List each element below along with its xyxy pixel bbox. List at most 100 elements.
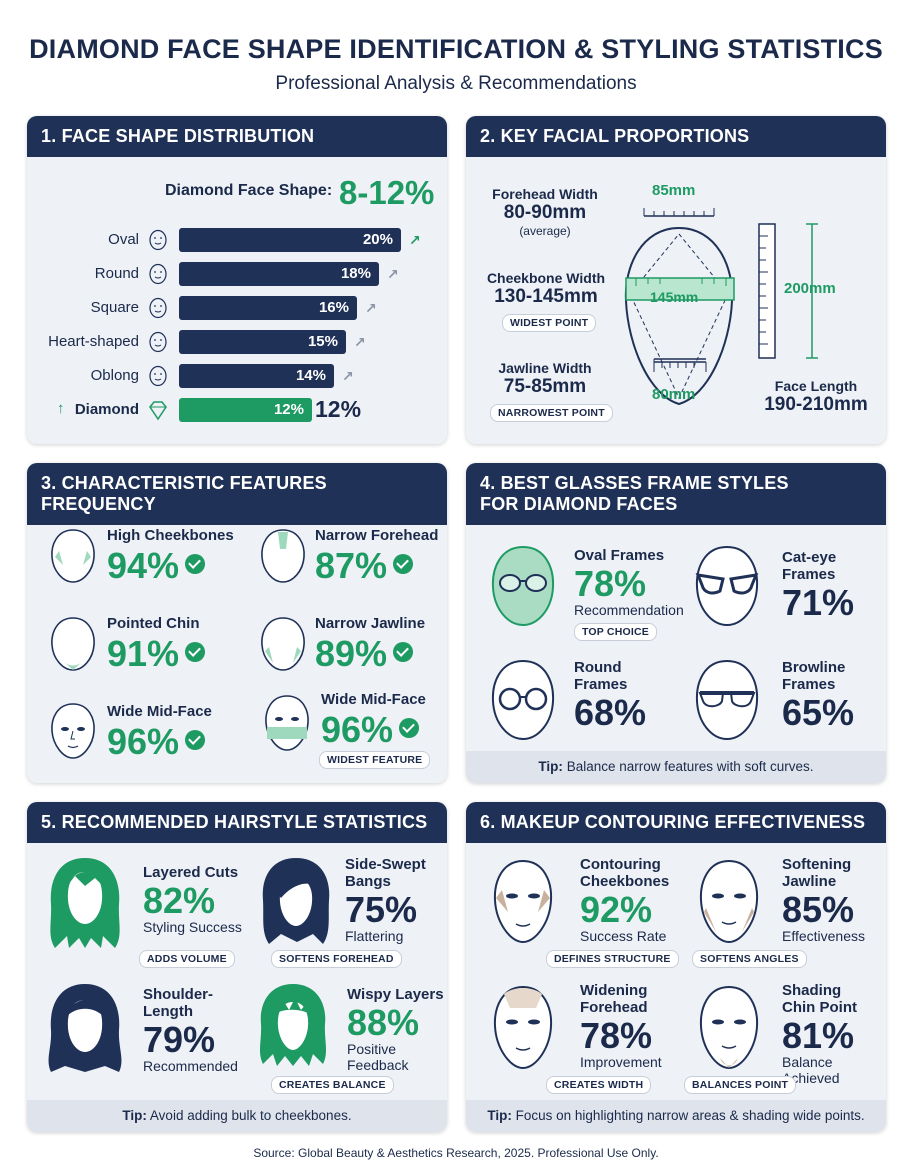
hair-label: Wispy Layers	[347, 986, 444, 1003]
panel-title: 1. FACE SHAPE DISTRIBUTION	[27, 116, 447, 157]
bar-value: 14%	[295, 367, 326, 384]
face-jawline-icon	[261, 617, 305, 671]
tip-text: Balance narrow features with soft curves…	[566, 759, 814, 774]
side-measure: 200mm	[784, 280, 836, 297]
bar-value: 12%	[273, 401, 304, 418]
makeup-value: 92%	[580, 889, 653, 930]
top-choice-tag: TOP CHOICE	[574, 623, 657, 641]
check-icon	[393, 642, 414, 663]
face-shape-icon	[149, 229, 167, 251]
face-cheekbones-icon	[51, 529, 95, 583]
bar-row: Diamond 12% ↑	[27, 398, 447, 422]
feature-value: 89%	[315, 633, 388, 674]
frame-label: Round Frames	[574, 659, 628, 693]
headline-value: 8-12%	[339, 174, 435, 211]
trend-arrow-icon: ↗	[409, 232, 421, 248]
face-shape-icon	[149, 365, 167, 387]
bar-label: Oblong	[90, 367, 139, 384]
makeup-label: Contouring Cheekbones	[580, 856, 670, 890]
trend-arrow-icon: ↗	[354, 334, 366, 350]
bar-label: Oval	[108, 231, 139, 248]
bar: 14%	[179, 364, 334, 388]
bar: 18%	[179, 262, 379, 286]
panel-title: 3. CHARACTERISTIC FEATURES FREQUENCY	[27, 463, 447, 525]
frame-value: 71%	[782, 582, 855, 623]
panel-title: 4. BEST GLASSES FRAME STYLES FOR DIAMOND…	[466, 463, 886, 525]
tip-bar: Tip: Focus on highlighting narrow areas …	[466, 1100, 886, 1132]
frame-value: 68%	[574, 692, 647, 733]
face-chin-icon	[51, 617, 95, 671]
shoulder-length-hair-icon	[48, 984, 122, 1072]
length-value: 190-210mm	[764, 394, 868, 415]
check-icon	[393, 554, 414, 575]
makeup-sub: Improvement	[580, 1054, 662, 1070]
feature-label: High Cheekbones	[107, 527, 234, 544]
bar-row: Square 16% ↗	[27, 296, 447, 320]
hair-sub: Styling Success	[143, 919, 242, 935]
bar-label: Square	[90, 299, 139, 316]
feature-label: Narrow Jawline	[315, 615, 426, 632]
tip-label: Tip:	[538, 759, 563, 774]
hair-label: Layered Cuts	[143, 864, 239, 881]
frame-label: Cat-eye Frames	[782, 549, 837, 583]
tip-text: Avoid adding bulk to cheekbones.	[149, 1108, 352, 1123]
source-footer: Source: Global Beauty & Aesthetics Resea…	[253, 1146, 659, 1160]
panel-title: 5. RECOMMENDED HAIRSTYLE STATISTICS	[27, 802, 447, 843]
top-measure: 85mm	[652, 182, 696, 199]
cheek-label: Cheekbone Width	[486, 270, 606, 286]
feature-label: Wide Mid-Face	[321, 691, 426, 708]
forehead-value: 80-90mm	[503, 202, 587, 223]
hair-tag: ADDS VOLUME	[139, 950, 235, 968]
makeup-value: 78%	[580, 1015, 653, 1056]
forehead-note: (average)	[519, 224, 571, 238]
bar-label: Heart-shaped	[48, 333, 139, 350]
frame-value: 78%	[574, 563, 647, 604]
makeup-value: 81%	[782, 1015, 855, 1056]
makeup-sub: Effectiveness	[782, 928, 866, 944]
check-icon	[185, 642, 206, 663]
feature-label: Narrow Forehead	[315, 527, 439, 544]
cheek-tag: WIDEST POINT	[502, 314, 597, 332]
page-header: DIAMOND FACE SHAPE IDENTIFICATION & STYL…	[0, 34, 912, 95]
bar-row: Heart-shaped 15% ↗	[27, 330, 447, 354]
check-icon	[399, 718, 420, 739]
face-proportion-diagram	[624, 208, 818, 406]
bar-value: 15%	[307, 333, 338, 350]
trend-arrow-icon: ↗	[387, 266, 399, 282]
hair-sub: Recommended	[143, 1058, 238, 1074]
hair-sub: Positive Feedback	[347, 1041, 409, 1073]
trend-arrow-icon: ↗	[365, 300, 377, 316]
hair-sub: Flattering	[345, 928, 404, 944]
face-shape-icon	[149, 297, 167, 319]
bar: 12%	[179, 398, 312, 422]
bar-value: 20%	[362, 231, 393, 248]
tip-bar: Tip: Avoid adding bulk to cheekbones.	[27, 1100, 447, 1132]
face-cat-eye-frames-icon	[695, 545, 759, 627]
feature-value: 96%	[107, 721, 180, 762]
bar-row: Round 18% ↗	[27, 262, 447, 286]
hair-value: 88%	[347, 1002, 420, 1043]
jaw-value: 75-85mm	[503, 376, 587, 397]
panel-makeup-contouring: 6. MAKEUP CONTOURING EFFECTIVENESS Conto…	[466, 802, 886, 1132]
face-oval-frames-icon	[491, 545, 555, 627]
face-midface-highlight-icon	[265, 695, 309, 751]
feature-value: 94%	[107, 545, 180, 586]
panel-glasses-frames: 4. BEST GLASSES FRAME STYLES FOR DIAMOND…	[466, 463, 886, 783]
makeup-sub: Balance Achieved	[782, 1054, 840, 1086]
bar-value: 16%	[318, 299, 349, 316]
bottom-measure: 80mm	[652, 386, 696, 403]
makeup-label: Widening Forehead	[580, 982, 648, 1016]
makeup-value: 85%	[782, 889, 855, 930]
makeup-sub: Success Rate	[580, 928, 667, 944]
hair-value: 75%	[345, 889, 418, 930]
makeup-tag: CREATES WIDTH	[546, 1076, 652, 1094]
check-icon	[185, 730, 206, 751]
trend-arrow-icon: ↗	[342, 368, 354, 384]
face-shape-icon	[149, 331, 167, 353]
tip-label: Tip:	[487, 1108, 512, 1123]
face-shape-icon	[149, 263, 167, 285]
hair-value: 82%	[143, 880, 216, 921]
side-swept-hair-icon	[262, 858, 330, 944]
makeup-label: Shading Chin Point	[782, 982, 857, 1016]
check-icon	[185, 554, 206, 575]
